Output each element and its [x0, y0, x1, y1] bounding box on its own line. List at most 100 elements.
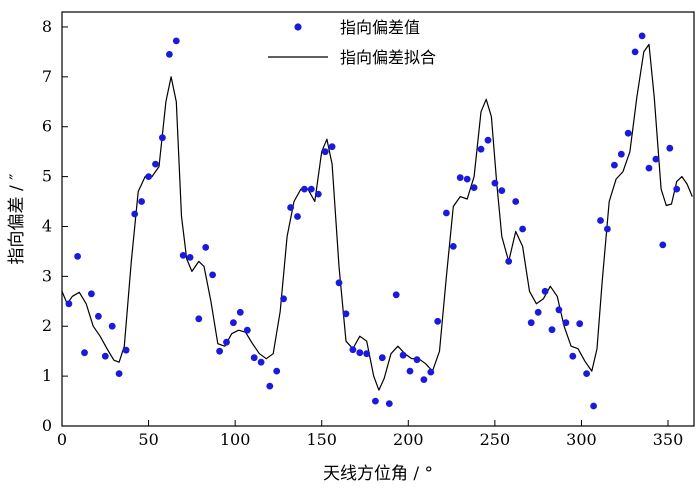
data-point: [372, 397, 379, 405]
data-point: [576, 320, 584, 328]
data-point: [88, 290, 95, 298]
y-axis-ticks: 0 1 2 3 4 5 6 7 8: [42, 17, 68, 435]
data-point: [280, 295, 287, 303]
data-point: [420, 376, 428, 383]
x-tick-label: 200: [393, 430, 424, 449]
data-point: [138, 198, 146, 205]
x-tick-label: 300: [566, 430, 597, 449]
data-point: [673, 185, 681, 193]
data-point: [95, 312, 102, 320]
y-tick-label: 4: [42, 216, 52, 235]
data-point: [456, 174, 464, 182]
data-point: [449, 243, 457, 250]
data-point: [470, 184, 478, 192]
data-point: [413, 356, 421, 364]
y-tick-label: 2: [42, 316, 52, 335]
data-point: [236, 308, 244, 316]
data-point: [484, 136, 492, 144]
data-point: [216, 347, 224, 355]
data-point: [666, 144, 674, 152]
data-point: [101, 352, 109, 360]
data-point: [301, 185, 308, 193]
data-point: [519, 225, 526, 233]
data-point: [321, 148, 329, 156]
legend-label-line: 指向偏差拟合: [340, 48, 436, 67]
data-point: [527, 319, 535, 327]
data-point: [186, 254, 194, 261]
x-tick-label: 50: [138, 430, 158, 449]
x-tick-label: 250: [480, 430, 511, 449]
data-point: [349, 346, 357, 354]
data-point: [243, 326, 251, 334]
data-point: [555, 306, 563, 314]
data-point: [498, 187, 506, 195]
data-point: [81, 349, 88, 357]
data-point: [65, 300, 73, 308]
data-point: [179, 252, 187, 259]
data-point: [463, 175, 471, 183]
y-tick-label: 8: [42, 17, 52, 36]
y-tick-label: 6: [42, 117, 52, 136]
data-point: [378, 354, 386, 362]
data-point: [172, 37, 180, 45]
data-point: [392, 291, 400, 299]
data-point: [356, 349, 364, 357]
data-point: [314, 190, 322, 198]
series-layer: [62, 32, 693, 410]
data-point: [659, 241, 667, 249]
data-point: [590, 402, 597, 410]
data-point: [287, 204, 294, 211]
data-point: [583, 370, 590, 377]
plot-frame: [61, 11, 695, 427]
data-point: [363, 350, 371, 358]
x-tick-label: 0: [57, 430, 67, 449]
data-point: [638, 32, 646, 40]
data-point: [534, 308, 542, 316]
data-point: [342, 310, 350, 318]
data-point: [145, 173, 153, 181]
data-point: [335, 279, 343, 287]
y-tick-label: 7: [42, 67, 52, 86]
y-axis-label: 指向偏差 / ″: [7, 174, 27, 265]
data-point: [597, 217, 604, 224]
data-point: [266, 382, 274, 390]
data-point: [512, 198, 520, 205]
y-tick-label: 1: [42, 366, 52, 385]
data-point: [385, 400, 393, 407]
data-point: [624, 129, 632, 137]
data-point: [505, 258, 513, 265]
data-point: [477, 145, 485, 153]
y-tick-label: 0: [42, 416, 52, 435]
data-point: [223, 338, 230, 346]
data-point: [307, 185, 315, 193]
data-point: [273, 367, 281, 375]
data-point: [294, 213, 301, 220]
data-point: [406, 367, 414, 375]
data-point: [152, 160, 159, 168]
data-point: [108, 322, 116, 330]
legend-marker-scatter: [294, 23, 302, 31]
data-point: [122, 346, 130, 354]
data-point: [74, 253, 81, 260]
x-axis-ticks: 0 50 100 150 200 250 300 350: [57, 420, 683, 449]
data-point: [645, 164, 653, 172]
data-point: [159, 134, 166, 142]
x-tick-label: 100: [220, 430, 251, 449]
legend-label-scatter: 指向偏差值: [340, 18, 420, 37]
data-point: [209, 271, 217, 279]
data-point: [541, 287, 549, 295]
data-point: [230, 319, 237, 327]
data-point: [257, 358, 265, 366]
fit-curve-line: [62, 43, 693, 391]
data-point: [399, 351, 407, 359]
data-point: [617, 150, 625, 158]
y-tick-label: 5: [42, 167, 52, 186]
data-point: [195, 315, 203, 323]
data-point: [631, 48, 639, 56]
data-point: [434, 317, 442, 325]
y-tick-label: 3: [42, 266, 52, 285]
data-point: [427, 368, 435, 376]
x-axis-label: 天线方位角 / °: [323, 464, 433, 484]
